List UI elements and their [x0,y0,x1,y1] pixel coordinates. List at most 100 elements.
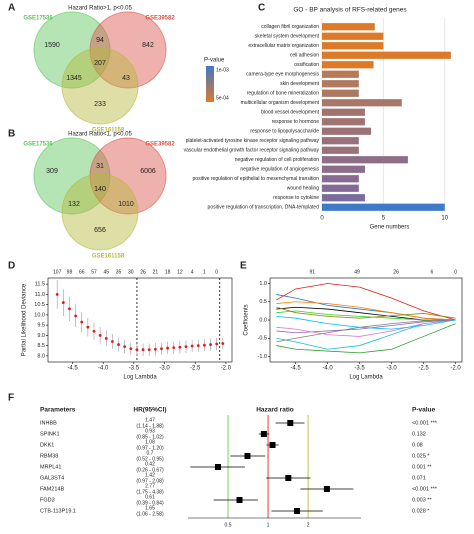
set-label: GSE39582 [145,142,175,148]
top-label: 91 [309,269,315,275]
y-tick-label: 0.0 [259,317,267,323]
coefficient-line [276,319,456,334]
ci-label: (0.52 - 0.95) [136,456,164,462]
hr-marker [214,464,221,470]
bar [322,32,384,40]
top-label: 66 [79,269,85,275]
bar [322,23,375,31]
parameter: DKK1 [40,442,54,448]
top-label: 107 [53,269,62,275]
top-label: 30 [128,269,134,275]
point [135,348,139,352]
x-tick-label: -4.5 [290,366,301,372]
point [215,342,219,346]
point [153,347,157,351]
ci-label: (0.39 - 0.84) [136,500,164,506]
top-label: 0 [454,269,457,275]
category-label: platelet-activated tyrosine kinase recep… [186,138,320,144]
x-axis-label: Gene numbers [370,225,410,231]
legend-title: P-value [204,58,225,64]
point [129,347,133,351]
x-tick-label: 10 [441,216,448,222]
hr-marker [323,486,330,492]
x-tick-label: -3.0 [386,366,397,372]
y-tick-label: -0.5 [258,336,267,342]
plot-frame [47,277,233,363]
point [203,343,206,347]
category-label: regulation of bone mineralization [247,91,319,97]
venn-set [89,137,167,215]
x-tick-label: -3.0 [159,366,170,372]
point [61,301,65,304]
panel-title: GO - BP analysis of RFS-related genes [293,7,407,14]
point [111,340,114,343]
point [104,337,108,340]
top-label: 35 [116,269,122,275]
ci-label: (0.97 - 2.08) [136,478,164,484]
y-axis-label: Coefficients [244,304,250,335]
point [98,333,102,337]
x-axis-label: Log Lambda [349,375,383,381]
parameter: FAM214B [40,486,64,492]
x-tick-label: 0 [320,216,324,222]
bar [322,184,359,192]
parameter: INHBB [40,420,57,426]
region-count: 132 [68,201,80,208]
point [147,348,151,352]
bar [322,70,359,78]
region-count: 656 [94,227,106,234]
region-count: 842 [142,42,154,49]
bar [322,175,359,183]
column-header: P-value [412,407,436,414]
top-label: 45 [103,269,109,275]
bar [322,156,408,164]
bar [322,99,402,107]
p-value: 0.001 ** [412,464,432,470]
x-tick-label: -3.5 [129,366,140,372]
x-tick-label: -3.5 [354,366,365,372]
top-label: 0 [215,269,218,275]
region-count: 94 [96,37,104,44]
venn-set [61,173,139,251]
panel-letter: E [240,261,247,272]
coefficient-line [276,283,456,321]
legend-label: 1e-03 [216,67,229,73]
parameter: GAL3ST4 [40,475,64,481]
parameter: CTB-113P19.1 [40,508,76,514]
p-value: <0.001 *** [412,420,438,426]
point [92,329,96,333]
point [190,344,194,348]
hr-value: 1.47 [145,417,155,423]
category-label: collagen fibril organization [261,24,319,30]
top-label: 98 [67,269,73,275]
y-tick-label: 8.5 [37,343,45,349]
bar [322,194,365,202]
top-label: 1 [203,269,206,275]
set-label: GSE161158 [92,128,125,134]
hr-marker [260,431,267,437]
bar [322,51,451,59]
hr-marker [236,497,243,503]
category-label: camera-type eye morphogenesis [246,72,319,78]
region-count: 1345 [66,75,82,82]
bar [322,89,359,97]
bar [322,203,445,211]
top-label: 26 [140,269,146,275]
parameter: FGD3 [40,497,55,503]
point [184,345,188,349]
y-tick-label: 9.0 [37,333,45,339]
category-label: skin development [280,81,320,87]
region-count: 1590 [44,42,60,49]
x-tick-label: 0.5 [225,522,232,528]
category-label: skeletal system development [255,34,320,40]
point [55,292,59,296]
point [172,346,176,350]
panel-letter: B [8,129,15,140]
region-count: 43 [122,75,130,82]
category-label: ossification [294,62,319,68]
category-label: wound healing [287,186,319,192]
bar [322,165,365,173]
x-axis-label: Log Lambda [123,375,157,381]
y-tick-label: 0.5 [259,299,267,305]
